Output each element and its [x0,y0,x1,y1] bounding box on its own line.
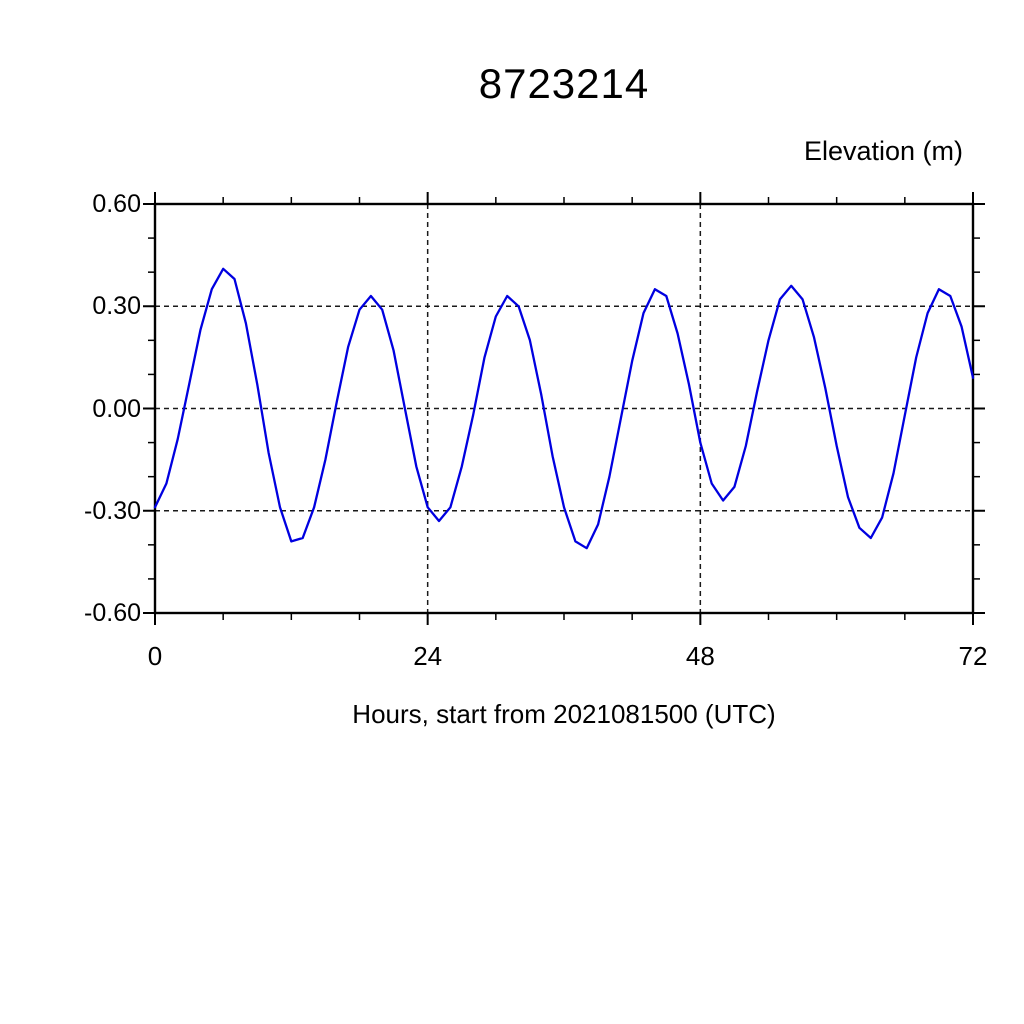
y-tick-label: 0.00 [92,394,141,423]
x-tick-label: 72 [958,641,988,671]
y-tick-label: 0.60 [92,190,141,218]
x-tick-label: 24 [413,641,443,671]
y-axis-unit-label: Elevation (m) [803,136,963,166]
chart-title: 8723214 [478,60,650,107]
tidal-elevation-line [153,267,975,550]
x-axis-label: Hours, start from 2021081500 (UTC) [352,699,776,729]
y-tick-label: 0.30 [92,292,141,321]
y-tick-label: -0.30 [84,496,141,525]
x-tick-label: 0 [147,641,163,671]
x-tick-label: 48 [685,641,715,671]
y-tick-label: -0.60 [84,599,141,627]
